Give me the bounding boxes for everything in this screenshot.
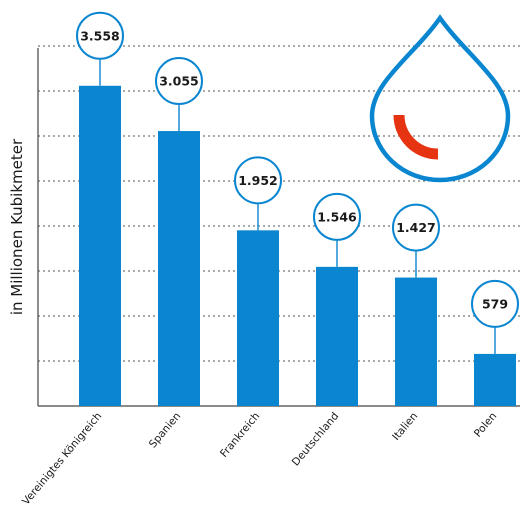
x-tick-label: Vereinigtes Königreich [20, 410, 104, 507]
bars [79, 85, 516, 407]
water-drop-outline [369, 14, 511, 183]
data-label: 1.427 [396, 220, 436, 235]
water-drop-icon [369, 14, 511, 183]
data-label: 579 [482, 296, 508, 311]
bar [474, 353, 516, 406]
value-bubble [392, 203, 440, 252]
water-drop-accent [393, 114, 439, 160]
category-labels: Vereinigtes Königreich Spanien Frankreich D… [20, 410, 499, 507]
data-label: 3.055 [159, 74, 199, 89]
x-tick-label: Polen [472, 410, 499, 439]
bar [237, 230, 279, 406]
value-bubble [313, 192, 361, 241]
data-label: 3.558 [80, 28, 120, 43]
bar [79, 85, 121, 406]
value-bubble [471, 279, 519, 328]
x-tick-label: Frankreich [218, 410, 262, 460]
y-axis-label: in Millionen Kubikmeter [8, 138, 26, 315]
x-tick-label: Italien [390, 410, 420, 443]
value-callouts: 3.558 3.055 1.952 1.546 1.427 579 [76, 11, 519, 354]
bar [158, 131, 200, 407]
x-tick-label: Deutschland [290, 410, 342, 468]
value-bubble [155, 57, 203, 106]
value-bubble [234, 156, 282, 205]
data-label: 1.546 [317, 209, 357, 224]
x-tick-label: Spanien [147, 410, 183, 450]
value-bubble [76, 11, 124, 60]
data-label: 1.952 [238, 173, 278, 188]
bar [316, 266, 358, 406]
bar [395, 277, 437, 406]
